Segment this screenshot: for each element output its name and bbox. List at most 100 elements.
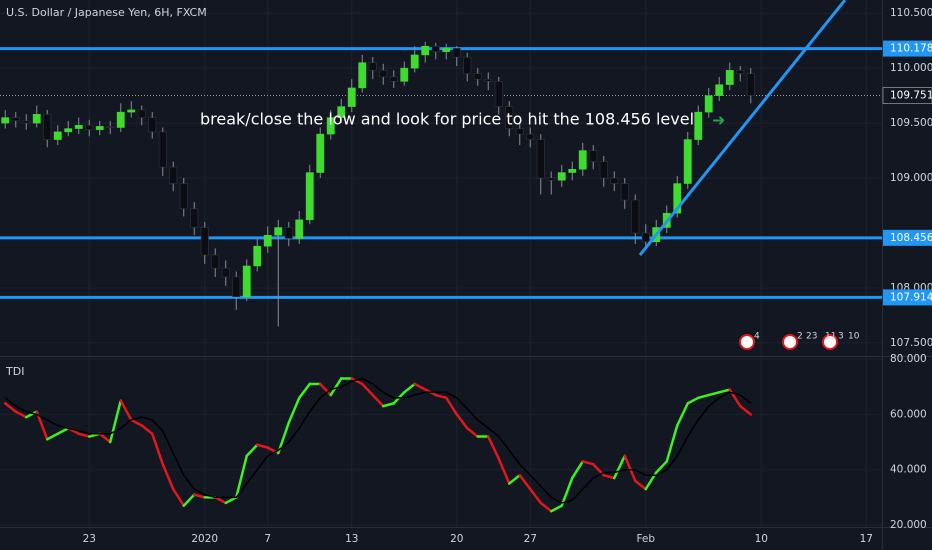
- candle-body: [526, 133, 535, 140]
- tdi-segment: [46, 432, 59, 441]
- badge: 23: [806, 332, 817, 342]
- candle-body: [515, 128, 524, 135]
- candle-body: [158, 131, 167, 168]
- y-tick-label: 110.500: [890, 7, 932, 19]
- candle-body: [358, 62, 367, 89]
- tdi-segment: [739, 404, 752, 416]
- candle-body: [316, 133, 325, 173]
- tdi-segment: [697, 393, 710, 400]
- tdi-segment: [287, 396, 301, 424]
- candle-body: [242, 265, 251, 297]
- tdi-segment: [224, 496, 238, 505]
- signal-line: [4, 377, 752, 504]
- x-tick-label: 23: [83, 533, 96, 545]
- candle-body: [253, 245, 262, 267]
- tdi-segment: [487, 435, 500, 460]
- last-price-box: [882, 87, 932, 104]
- candle-body: [568, 169, 577, 173]
- x-tick-label: Feb: [636, 533, 655, 545]
- tdi-segment: [119, 399, 133, 422]
- candle-body: [715, 84, 724, 96]
- level-label: 108.456: [890, 232, 932, 244]
- candle-body: [463, 56, 472, 74]
- tdi-segment: [298, 382, 311, 400]
- last-price-label: 109.751: [890, 90, 932, 102]
- candle-body: [326, 117, 335, 135]
- candle-body: [389, 76, 398, 82]
- candle-body: [536, 139, 545, 179]
- candle-body: [232, 276, 241, 297]
- x-tick-label: 20: [450, 533, 463, 545]
- badge: 3: [838, 332, 844, 342]
- candle-body: [484, 78, 493, 82]
- level-label-box: [883, 289, 932, 306]
- tdi-segment: [434, 393, 448, 400]
- tdi-segment: [361, 382, 374, 397]
- tdi-segment: [151, 432, 164, 466]
- badge: 11: [825, 332, 836, 342]
- tdi-segment: [686, 396, 700, 405]
- tdi-segment: [245, 443, 259, 458]
- tdi-segment: [676, 402, 689, 427]
- y-tick-label: 109.000: [890, 172, 932, 184]
- tdi-segment: [266, 446, 280, 455]
- plot: [0, 41, 882, 513]
- tdi-segment: [14, 410, 28, 419]
- candle-body: [557, 172, 566, 181]
- tdi-segment: [140, 424, 154, 436]
- candle-body: [431, 45, 440, 52]
- candle-body: [137, 109, 146, 118]
- tdi-segment: [718, 388, 731, 394]
- candle-body: [704, 95, 713, 113]
- candle-body: [85, 125, 94, 130]
- tdi-segment: [77, 432, 91, 438]
- candle-body: [578, 150, 587, 170]
- tdi-segment: [329, 377, 343, 397]
- candle-body: [221, 267, 230, 278]
- candle-body: [106, 126, 115, 128]
- tdi-segment: [508, 474, 521, 485]
- candle-body: [442, 48, 451, 52]
- candle-body: [452, 48, 461, 58]
- y-tick-label: 109.500: [890, 117, 932, 129]
- x-tick-label: 27: [524, 533, 537, 545]
- candle-body: [295, 219, 304, 239]
- badge-icon: [782, 334, 798, 350]
- candle-body: [64, 128, 73, 133]
- tdi-segment: [550, 504, 563, 513]
- event-badges: 4 2 23 11 3 10: [739, 332, 860, 350]
- candle-body: [379, 70, 388, 78]
- tdi-segment: [25, 410, 38, 419]
- candle-body: [305, 172, 314, 221]
- tdi-segment: [707, 391, 721, 397]
- tdi-segment: [193, 493, 206, 499]
- chart-title: U.S. Dollar / Japanese Yen, 6H, FXCM: [6, 6, 207, 19]
- candle-body: [620, 183, 629, 201]
- badge: 10: [848, 332, 860, 342]
- candle-body: [410, 54, 419, 69]
- tdi-segment: [518, 474, 532, 491]
- tdi-segment: [581, 460, 595, 466]
- candle-body: [368, 62, 377, 71]
- tdi-segment: [235, 454, 248, 499]
- pane-title: TDI: [5, 365, 24, 378]
- y-tick-label: 40.000: [890, 464, 927, 476]
- candle-body: [736, 70, 745, 74]
- tdi-segment: [655, 460, 668, 474]
- tdi-segment: [382, 402, 395, 408]
- level-label-box: [883, 229, 932, 246]
- tdi-segment: [161, 462, 175, 491]
- axis: 23 2020 7 13 20 27 Feb 10 17110.500110.000109.50…: [83, 7, 932, 545]
- tdi-segment: [98, 432, 112, 444]
- candle-body: [74, 125, 83, 129]
- tdi-segment: [571, 460, 584, 480]
- tdi-segment: [109, 399, 122, 444]
- tdi-segment: [613, 454, 626, 480]
- annotation: break/close the low and look for price t…: [200, 110, 694, 129]
- candle-body: [211, 254, 220, 269]
- candle-body: [641, 232, 650, 243]
- candle-body: [337, 106, 346, 118]
- tdi-segment: [560, 476, 574, 507]
